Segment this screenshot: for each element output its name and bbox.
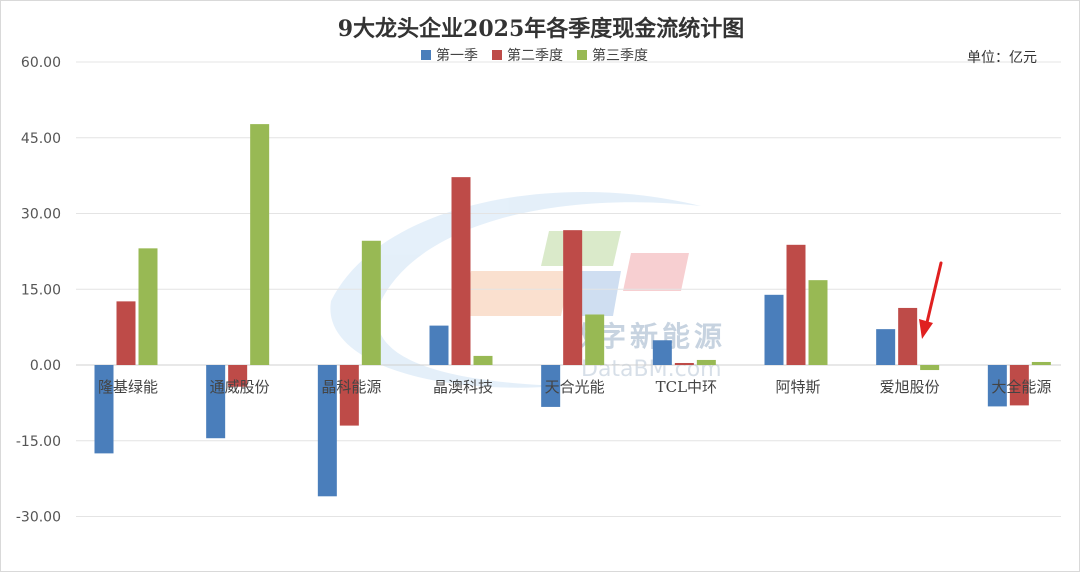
bar-2	[898, 307, 918, 365]
bar-3	[361, 240, 381, 365]
legend-label: 第一季	[436, 48, 478, 64]
bar-2	[339, 365, 359, 426]
legend-swatch	[492, 50, 502, 60]
bar-1	[317, 365, 337, 497]
bar-2	[1009, 365, 1029, 406]
y-tick-label: 60.00	[21, 55, 61, 71]
watermark-swoosh	[330, 191, 701, 388]
legend-label: 第三季度	[592, 48, 648, 64]
bar-3	[250, 124, 270, 366]
bar-1	[206, 365, 226, 439]
y-tick-label: 45.00	[21, 131, 61, 147]
y-axis: 60.00 45.00 30.00 15.00 0.00 -15.00 -30.00	[16, 55, 61, 526]
chart-title: 9大龙头企业2025年各季度现金流统计图	[337, 16, 745, 42]
category-label: TCL中环	[656, 378, 717, 396]
bar-3	[808, 280, 828, 365]
bar-1	[652, 340, 672, 365]
watermark-block-orange	[461, 271, 571, 316]
red-arrow-annotation	[919, 261, 943, 339]
y-tick-label: 0.00	[30, 358, 61, 374]
bar-2	[228, 365, 248, 387]
bar-3	[473, 355, 493, 365]
bar-2	[674, 362, 694, 365]
category-label: 爱旭股份	[880, 378, 940, 396]
arrow-shaft	[923, 261, 943, 333]
x-axis-categories: 隆基绿能 通威股份 晶科能源 晶澳科技 天合光能 TCL中环 阿特斯 爱旭股份 大全能源	[98, 378, 1051, 396]
category-label: 晶科能源	[321, 378, 381, 396]
bar-1	[987, 365, 1007, 407]
bar-2	[563, 230, 583, 365]
category-label: 大全能源	[991, 378, 1051, 396]
arrow-head	[919, 319, 933, 339]
y-tick-label: 30.00	[21, 207, 61, 223]
bar-3	[696, 359, 716, 365]
unit-label: 单位：亿元	[967, 50, 1037, 66]
legend-item: 第二季度	[492, 45, 563, 65]
legend-swatch	[421, 50, 431, 60]
category-label: 晶澳科技	[433, 378, 493, 396]
bar-3	[138, 248, 158, 365]
watermark-block-blue	[573, 271, 621, 316]
bar-3	[920, 365, 940, 371]
bar-3	[585, 314, 605, 365]
category-label: 阿特斯	[775, 378, 820, 396]
bar-2	[451, 177, 471, 365]
legend: 第一季 第二季度 第三季度	[421, 45, 648, 65]
y-tick-label: -30.00	[16, 510, 61, 526]
bar-1	[876, 329, 896, 365]
bar-3	[1031, 361, 1051, 365]
category-label: 隆基绿能	[98, 378, 158, 396]
watermark-logo: 数字新能源 DataBM.com	[330, 191, 722, 388]
bar-1	[94, 365, 114, 454]
bars	[94, 124, 1051, 497]
legend-item: 第三季度	[577, 45, 648, 65]
legend-item: 第一季	[421, 45, 478, 65]
bar-2	[116, 301, 136, 365]
y-tick-label: 15.00	[21, 282, 61, 298]
category-label: 通威股份	[210, 378, 270, 396]
bar-1	[429, 325, 449, 365]
legend-swatch	[577, 50, 587, 60]
bar-2	[786, 244, 806, 365]
legend-label: 第二季度	[507, 48, 563, 64]
y-tick-label: -15.00	[16, 434, 61, 450]
bar-1	[764, 294, 784, 365]
watermark-block-red	[623, 253, 689, 291]
category-label: 天合光能	[545, 378, 605, 396]
bar-1	[541, 365, 561, 407]
